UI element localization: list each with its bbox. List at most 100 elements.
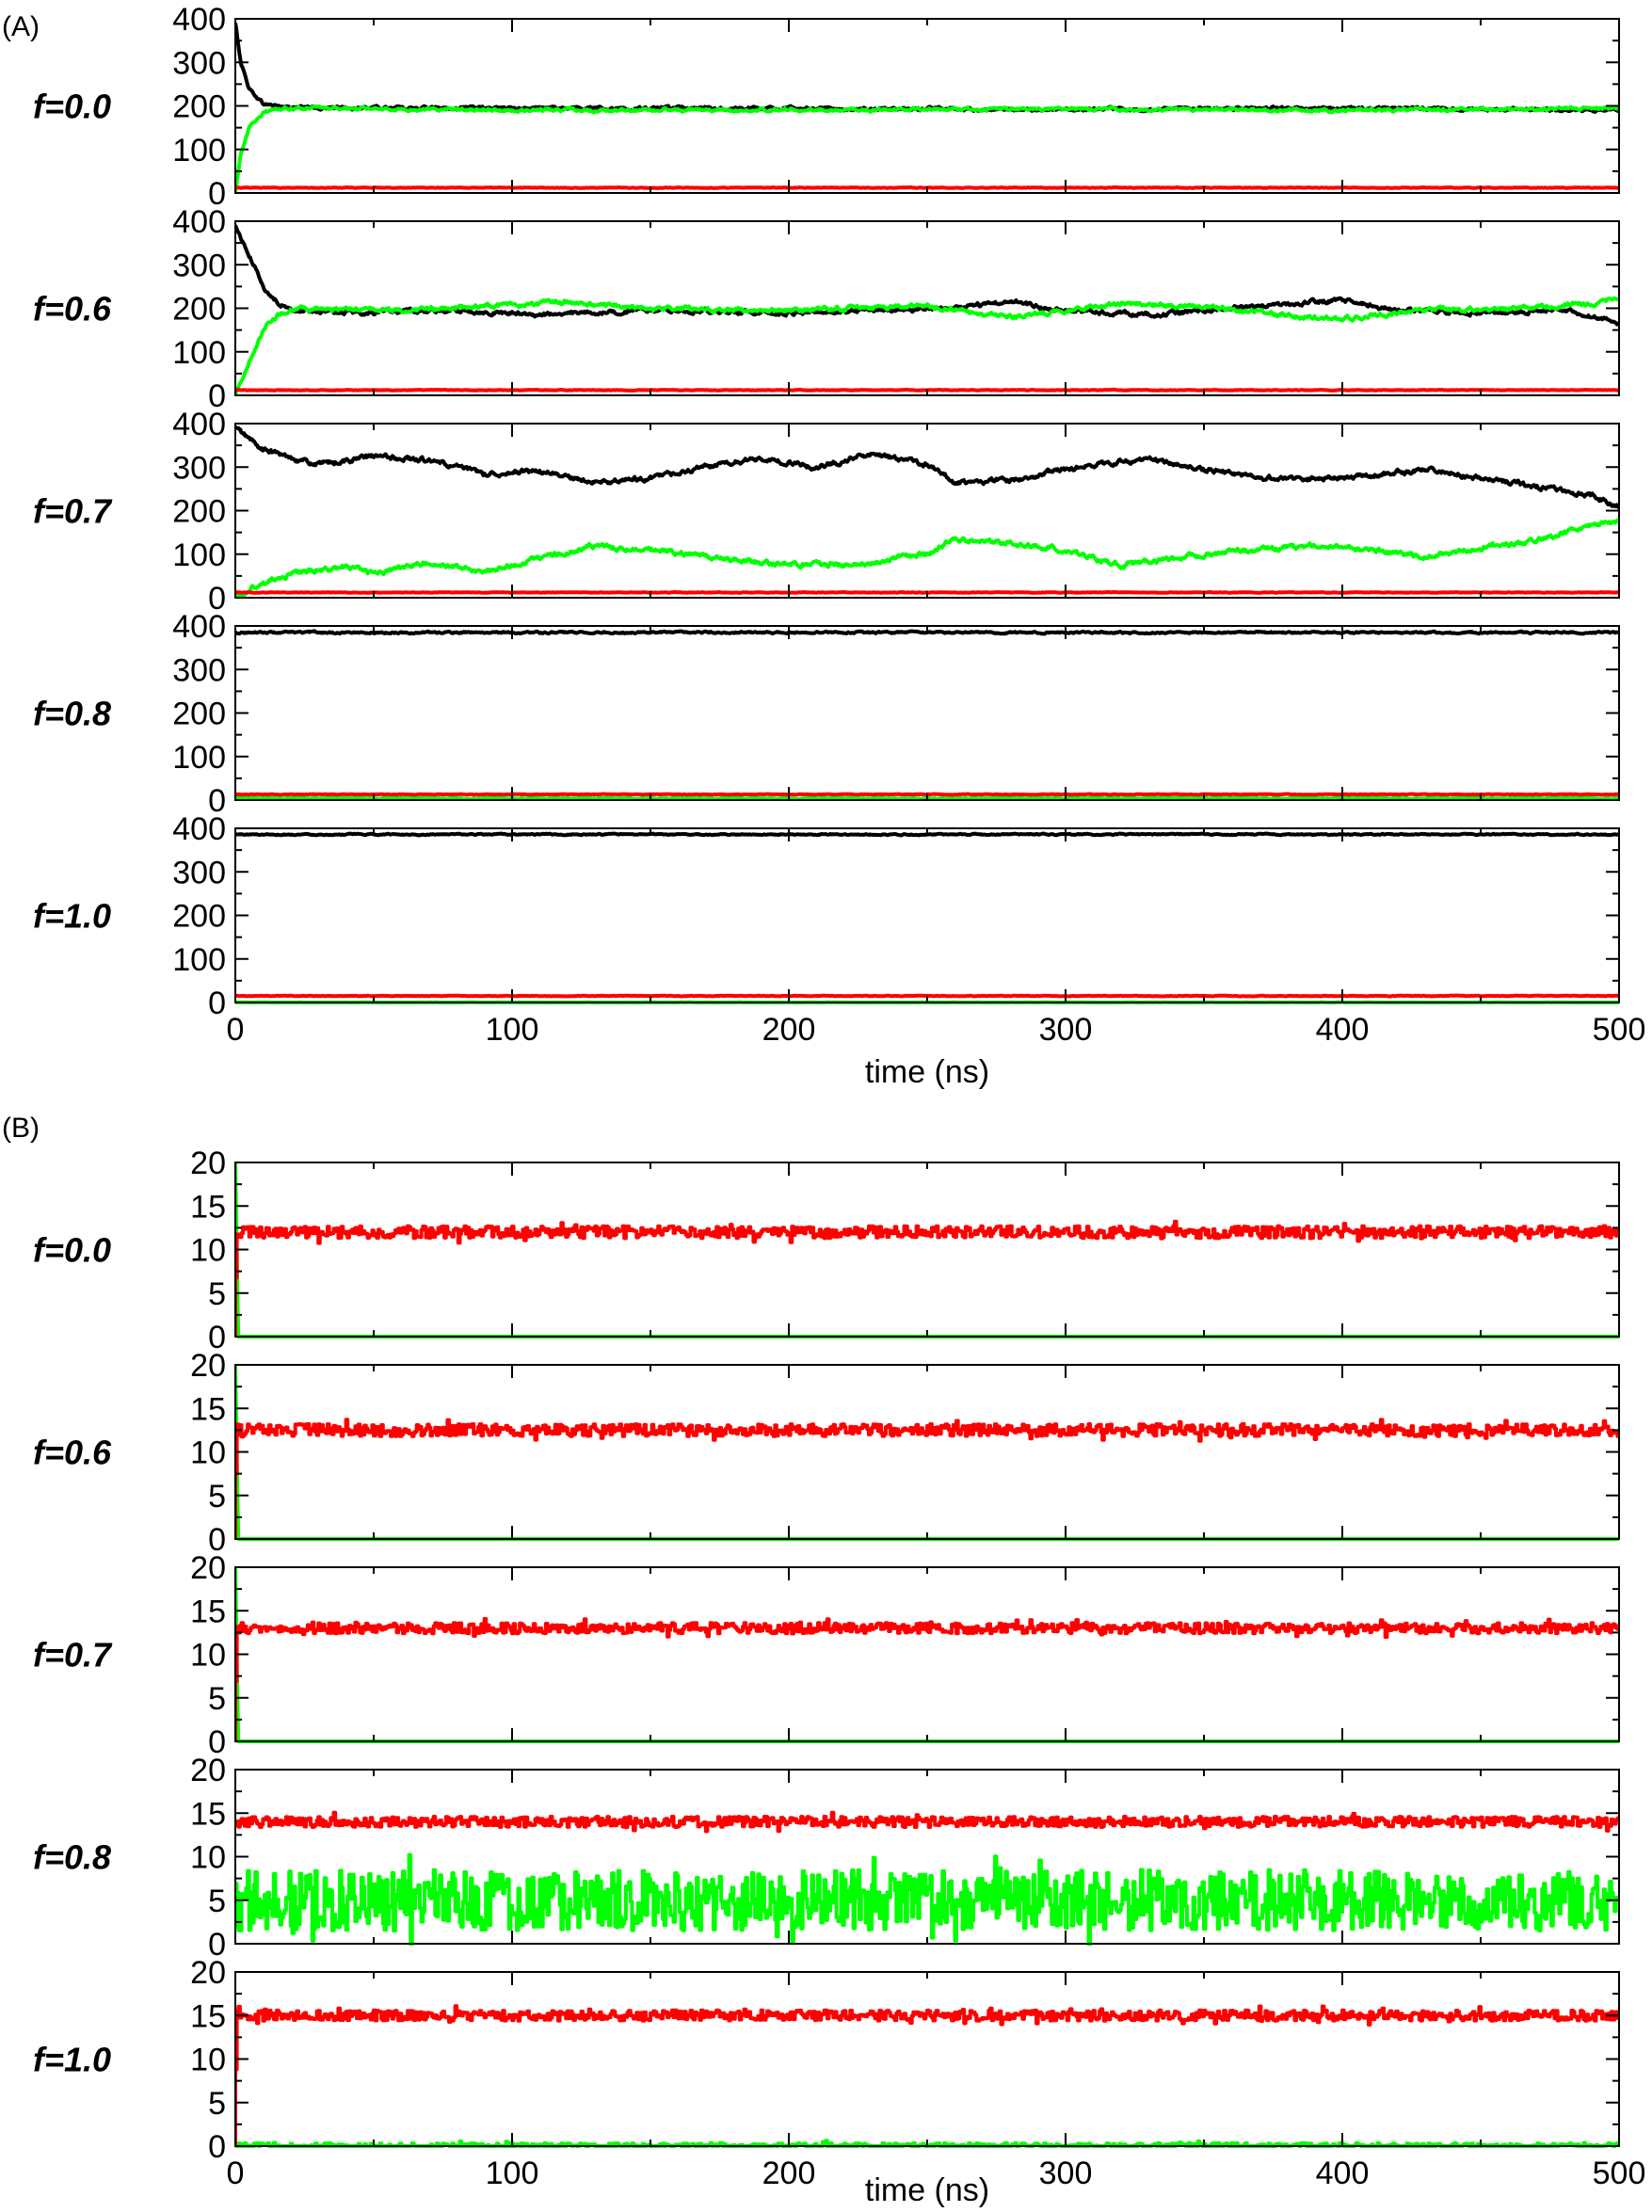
y-tick-label: 20 <box>190 1146 226 1181</box>
y-tick-label: 10 <box>190 1840 226 1876</box>
y-tick-label: 15 <box>190 1796 226 1832</box>
series-group <box>235 1810 1619 1946</box>
x-tick-label: 100 <box>486 2156 539 2191</box>
y-tick-label: 0 <box>208 2129 226 2165</box>
series-group <box>235 1162 1619 1338</box>
y-tick-label: 5 <box>208 1479 226 1515</box>
subplot-label: f=0.6 <box>33 1434 112 1472</box>
y-tick-label: 15 <box>190 1998 226 2034</box>
y-tick-label: 5 <box>208 1883 226 1919</box>
subplot-A-4: f=1.0 0 100 200 300 400 <box>33 811 1620 1021</box>
series-group <box>235 1566 1619 1743</box>
y-tick-label: 10 <box>190 2043 226 2078</box>
series-line <box>235 1810 1619 1834</box>
series-line <box>235 993 1619 999</box>
y-tick-label: 15 <box>190 1594 226 1629</box>
x-tick-label: 100 <box>486 1012 539 1048</box>
y-tick-label: 200 <box>172 292 226 328</box>
series-line <box>235 518 1619 599</box>
series-line <box>235 425 1619 509</box>
y-tick-label: 20 <box>190 1753 226 1788</box>
subplot-A-2: f=0.7 0 100 200 300 400 <box>33 407 1620 617</box>
y-tick-label: 100 <box>172 537 226 573</box>
plot-frame <box>234 1971 1620 2147</box>
y-tick-label: 100 <box>172 133 226 168</box>
y-tick-label: 300 <box>172 652 226 688</box>
x-tick-label: 400 <box>1316 1012 1370 1048</box>
y-tick-label: 20 <box>190 1550 226 1586</box>
series-line <box>235 224 1619 327</box>
series-group <box>235 629 1619 802</box>
y-tick-label: 15 <box>190 1189 226 1225</box>
y-tick-label: 200 <box>172 89 226 125</box>
x-axis-title: time (ns) <box>865 2172 989 2208</box>
subplot-label: f=1.0 <box>33 897 111 936</box>
y-tick-label: 0 <box>208 1724 226 1760</box>
series-group <box>235 224 1619 396</box>
subplot-A-1: f=0.6 0 100 200 300 400 <box>33 204 1620 414</box>
y-tick-label: 400 <box>172 2 226 38</box>
plot-frame <box>234 827 1620 1003</box>
series-line <box>235 1364 1619 1541</box>
y-tick-label: 200 <box>172 697 226 732</box>
subplot-label: f=0.8 <box>33 1838 111 1877</box>
series-line <box>235 104 1619 193</box>
plot-frame <box>234 625 1620 801</box>
x-axis-title: time (ns) <box>865 1054 989 1090</box>
series-group <box>235 425 1619 599</box>
series-line <box>235 296 1619 396</box>
y-tick-label: 0 <box>208 1522 226 1558</box>
x-tick-label: 300 <box>1039 1012 1093 1048</box>
series-line <box>235 1219 1619 1337</box>
plot-frame <box>234 1566 1620 1742</box>
y-tick-label: 20 <box>190 1955 226 1991</box>
subplot-label: f=0.0 <box>33 88 111 126</box>
subplot-B-2: f=0.7 0 5 10 15 20 <box>33 1550 1620 1760</box>
y-tick-label: 400 <box>172 204 226 240</box>
y-tick-label: 400 <box>172 609 226 645</box>
series-line <box>235 1162 1619 1338</box>
y-tick-label: 20 <box>190 1348 226 1384</box>
y-tick-label: 400 <box>172 407 226 442</box>
y-tick-label: 100 <box>172 942 226 978</box>
y-tick-label: 300 <box>172 248 226 283</box>
y-tick-label: 0 <box>208 783 226 819</box>
y-tick-label: 200 <box>172 899 226 935</box>
y-tick-label: 5 <box>208 1276 226 1312</box>
x-tick-label: 200 <box>762 1012 816 1048</box>
y-tick-label: 100 <box>172 740 226 776</box>
y-tick-label: 10 <box>190 1638 226 1674</box>
x-tick-label: 500 <box>1593 1012 1646 1048</box>
subplot-label: f=0.0 <box>33 1231 111 1270</box>
y-tick-label: 0 <box>208 1320 226 1355</box>
series-line <box>235 1616 1619 1741</box>
subplot-label: f=0.7 <box>33 492 113 531</box>
series-group <box>235 22 1619 193</box>
series-group <box>235 1364 1619 1541</box>
y-tick-label: 15 <box>190 1391 226 1427</box>
subplot-A-0: f=0.0 0 100 200 300 400 <box>33 2 1620 212</box>
subplot-B-4: f=1.0 0 5 10 15 20 <box>33 1955 1620 2165</box>
y-tick-label: 10 <box>190 1233 226 1269</box>
y-tick-label: 400 <box>172 811 226 847</box>
y-tick-label: 5 <box>208 1681 226 1717</box>
series-line <box>235 22 1619 114</box>
panel-label: (A) <box>2 11 40 42</box>
series-line <box>235 2004 1619 2146</box>
subplot-B-3: f=0.8 0 5 10 15 20 <box>33 1753 1620 1963</box>
subplot-label: f=0.6 <box>33 290 112 329</box>
subplot-label: f=0.7 <box>33 1636 113 1675</box>
subplot-label: f=1.0 <box>33 2041 111 2079</box>
series-group <box>235 2004 1619 2148</box>
y-tick-label: 300 <box>172 855 226 890</box>
y-tick-label: 300 <box>172 450 226 486</box>
series-group <box>235 831 1619 1004</box>
y-tick-label: 10 <box>190 1435 226 1471</box>
plot-frame <box>234 1364 1620 1540</box>
y-tick-label: 5 <box>208 2086 226 2122</box>
y-tick-label: 0 <box>208 176 226 212</box>
panel-B: (B)f=0.005101520f=0.605101520f=0.7051015… <box>2 1113 1645 2208</box>
panel-A: (A)f=0.00100200300400f=0.60100200300400f… <box>2 2 1645 1090</box>
y-tick-label: 300 <box>172 45 226 81</box>
series-line <box>235 1418 1619 1539</box>
